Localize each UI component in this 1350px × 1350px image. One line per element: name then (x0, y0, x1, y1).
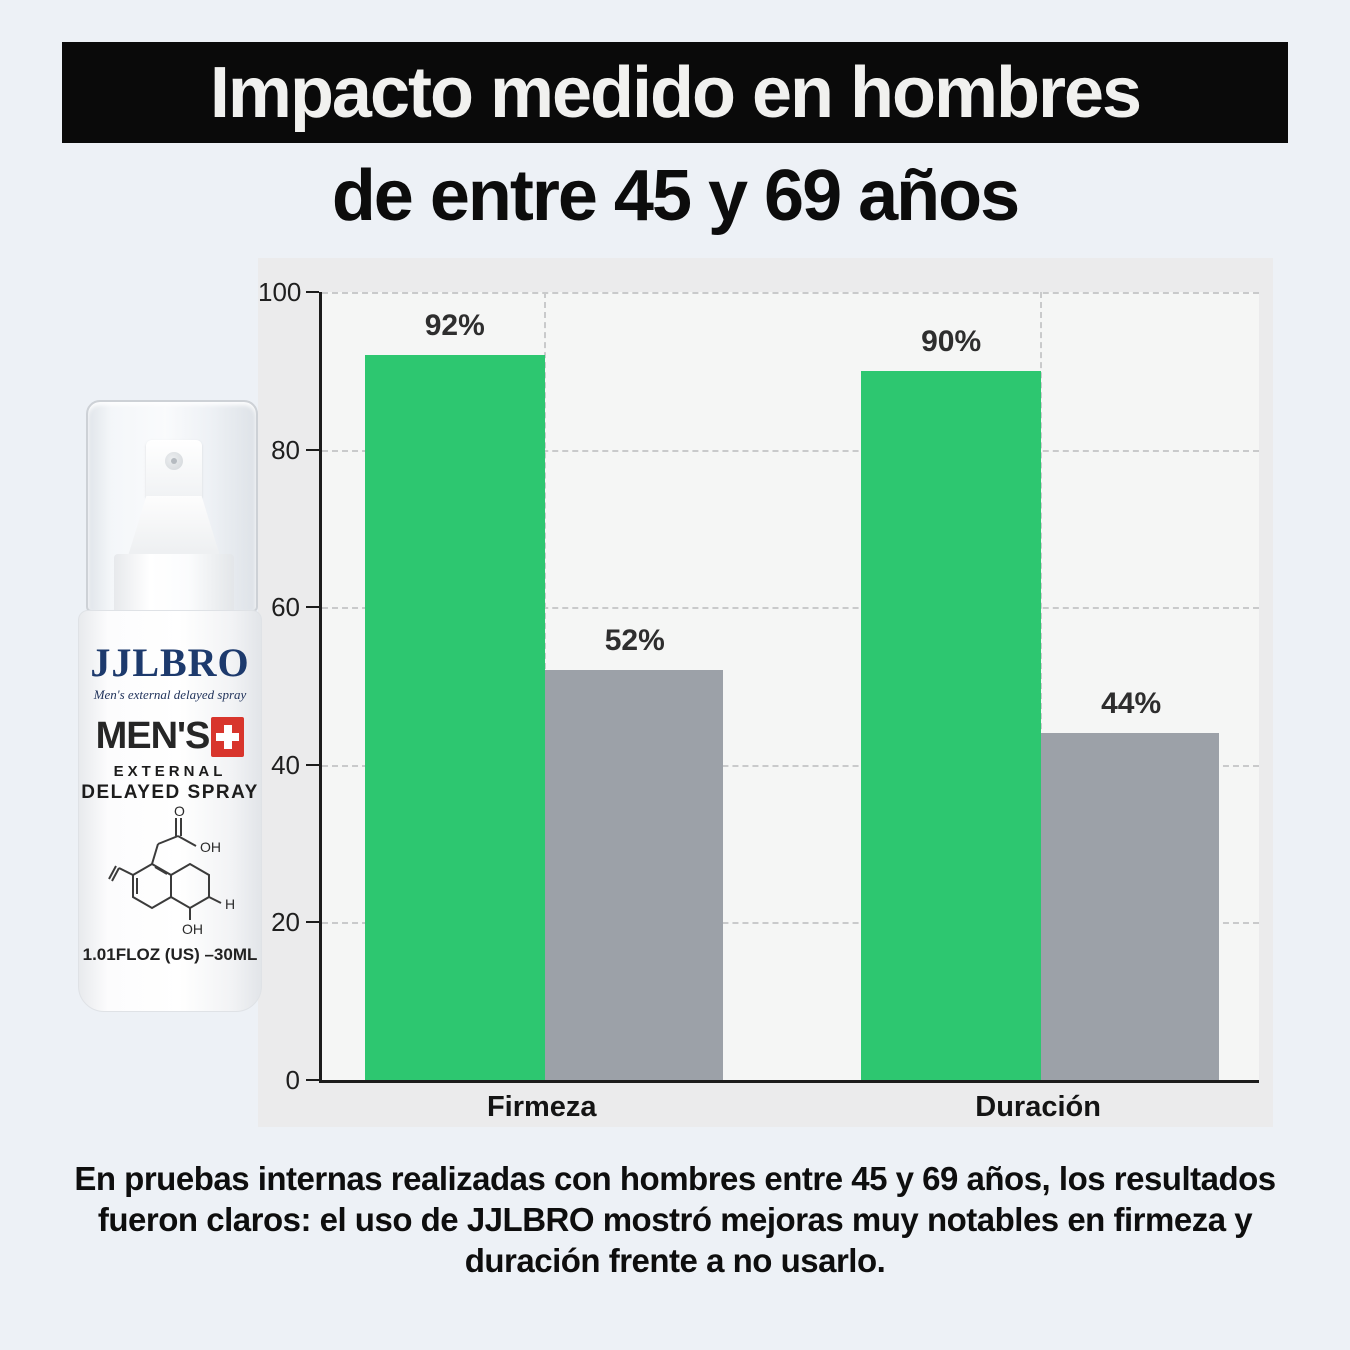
molecule-label-oh1: OH (200, 839, 221, 855)
x-gridline-1 (1040, 292, 1043, 1080)
bar-value-label-firmeza-1: 52% (604, 624, 665, 658)
medical-cross-icon (211, 716, 245, 757)
bar-duración-1 (1041, 733, 1220, 1080)
bar-duración-0 (861, 370, 1042, 1080)
molecule-label-oh2: OH (182, 921, 203, 937)
molecule-label-h: H (225, 896, 235, 912)
y-tick-40 (306, 763, 319, 766)
brand-name: JJLBRO (90, 640, 250, 685)
y-tick-100 (306, 291, 319, 293)
bar-value-label-duración-0: 90% (921, 324, 982, 358)
page-title-line1: Impacto medido en hombres (209, 52, 1142, 133)
spray-pump-shoulder (128, 496, 220, 556)
y-tick-0 (306, 1079, 319, 1081)
page-title-line2: de entre 45 y 69 años (331, 156, 1020, 236)
bar-firmeza-0 (364, 355, 545, 1080)
caption-line-3: duración frente a no usarlo. (464, 1242, 886, 1279)
title-banner: Impacto medido en hombres (62, 42, 1288, 143)
volume-text: 1.01FLOZ (US) –30ML (82, 945, 258, 964)
bottle-body: JJLBRO Men's external delayed spray MEN'… (78, 610, 262, 1012)
bar-firmeza-1 (544, 670, 723, 1080)
y-tick-20 (306, 921, 319, 924)
y-tick-label-60: 60 (271, 592, 300, 623)
spray-pump-collar (114, 554, 234, 614)
y-tick-label-0: 0 (285, 1065, 300, 1095)
bar-value-label-firmeza-0: 92% (424, 309, 485, 343)
spray-pump-actuator (146, 440, 202, 498)
product-subtitle-external: EXTERNAL (113, 763, 227, 780)
brand-tagline: Men's external delayed spray (93, 687, 247, 702)
x-tick-label-firmeza: Firmeza (486, 1091, 597, 1123)
y-tick-label-100: 100 (258, 277, 302, 307)
y-tick-label-20: 20 (271, 907, 300, 938)
y-gridline-40 (322, 764, 1259, 767)
bottle-cap (86, 400, 258, 614)
product-bottle: JJLBRO Men's external delayed spray MEN'… (78, 396, 268, 1016)
product-subtitle-delayed-spray: DELAYED SPRAY (81, 782, 259, 803)
caption-line-2: fueron claros: el uso de JJLBRO mostró m… (97, 1201, 1253, 1238)
y-gridline-100 (322, 292, 1259, 294)
chart-panel: 92% 52% 90% 44% 0 20 40 60 80 100 Firmeza Duración (258, 258, 1273, 1127)
plot-area: 92% 52% 90% 44% (319, 292, 1259, 1083)
x-tick-label-duración: Duración (975, 1091, 1101, 1123)
y-tick-label-80: 80 (271, 434, 300, 465)
product-name: MEN'S (95, 715, 211, 757)
y-tick-80 (306, 448, 319, 451)
y-tick-60 (306, 606, 319, 609)
spray-nozzle-hole (171, 458, 177, 464)
molecule-structure-icon: O OH OH H (108, 803, 235, 937)
product-name-row: MEN'S (79, 715, 261, 758)
bar-value-label-duración-1: 44% (1101, 687, 1162, 721)
y-gridline-80 (322, 449, 1259, 452)
spray-nozzle-icon (165, 452, 183, 470)
molecule-label-o: O (174, 806, 185, 819)
caption-line-1: En pruebas internas realizadas con hombr… (74, 1160, 1276, 1197)
y-tick-label-40: 40 (271, 749, 300, 780)
y-gridline-60 (322, 607, 1259, 610)
caption: En pruebas internas realizadas con hombr… (0, 1158, 1350, 1281)
y-gridline-20 (322, 922, 1259, 925)
